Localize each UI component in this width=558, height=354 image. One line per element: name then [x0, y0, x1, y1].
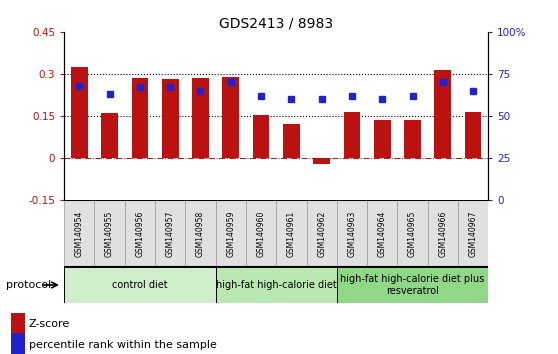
- Bar: [344, 112, 360, 158]
- Text: GSM140954: GSM140954: [75, 210, 84, 257]
- Bar: [125, 200, 155, 267]
- Bar: [94, 200, 125, 267]
- Bar: [71, 67, 88, 158]
- Text: GSM140965: GSM140965: [408, 210, 417, 257]
- Bar: [465, 112, 482, 158]
- Bar: [337, 267, 488, 303]
- Bar: [132, 78, 148, 158]
- Bar: [276, 200, 306, 267]
- Bar: [246, 200, 276, 267]
- Text: GSM140967: GSM140967: [469, 210, 478, 257]
- Text: GSM140955: GSM140955: [105, 210, 114, 257]
- Text: GSM140957: GSM140957: [166, 210, 175, 257]
- Text: GSM140966: GSM140966: [439, 210, 448, 257]
- Bar: [185, 200, 215, 267]
- Bar: [64, 267, 215, 303]
- Bar: [192, 78, 209, 158]
- Bar: [404, 120, 421, 158]
- Bar: [253, 115, 270, 158]
- Text: GSM140963: GSM140963: [348, 210, 357, 257]
- Text: high-fat high-calorie diet plus
resveratrol: high-fat high-calorie diet plus resverat…: [340, 274, 485, 296]
- Title: GDS2413 / 8983: GDS2413 / 8983: [219, 17, 333, 31]
- Text: protocol: protocol: [6, 280, 51, 290]
- Text: Z-score: Z-score: [28, 319, 70, 329]
- Text: GSM140961: GSM140961: [287, 211, 296, 257]
- Text: high-fat high-calorie diet: high-fat high-calorie diet: [216, 280, 336, 290]
- Text: GSM140959: GSM140959: [227, 210, 235, 257]
- Text: GSM140956: GSM140956: [136, 210, 145, 257]
- Text: control diet: control diet: [112, 280, 168, 290]
- Text: percentile rank within the sample: percentile rank within the sample: [28, 340, 217, 350]
- Bar: [374, 120, 391, 158]
- Text: GSM140958: GSM140958: [196, 211, 205, 257]
- Bar: [215, 267, 337, 303]
- Bar: [162, 79, 179, 158]
- Bar: [11, 313, 25, 336]
- Text: GSM140964: GSM140964: [378, 210, 387, 257]
- Text: GSM140960: GSM140960: [257, 210, 266, 257]
- Bar: [11, 333, 25, 354]
- Bar: [313, 158, 330, 164]
- Bar: [458, 200, 488, 267]
- Bar: [155, 200, 185, 267]
- Bar: [427, 200, 458, 267]
- Bar: [367, 200, 397, 267]
- Bar: [223, 77, 239, 158]
- Bar: [64, 200, 94, 267]
- Bar: [215, 200, 246, 267]
- Bar: [435, 70, 451, 158]
- Bar: [101, 113, 118, 158]
- Bar: [306, 200, 337, 267]
- Bar: [397, 200, 427, 267]
- Text: GSM140962: GSM140962: [317, 211, 326, 257]
- Bar: [337, 200, 367, 267]
- Bar: [283, 124, 300, 158]
